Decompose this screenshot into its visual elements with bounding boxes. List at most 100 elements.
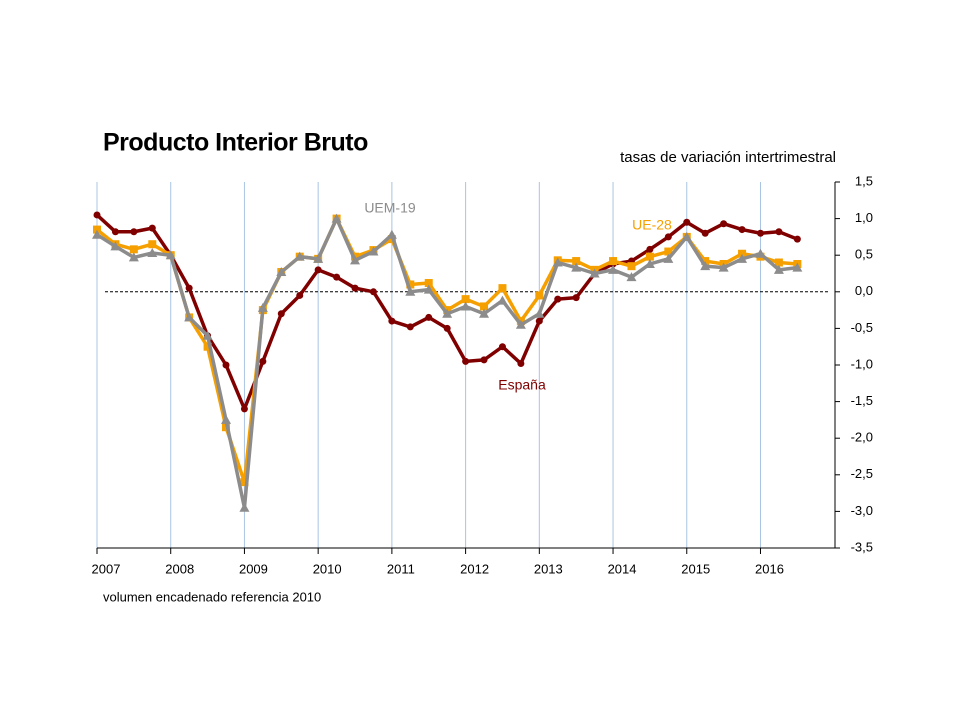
chart-note: volumen encadenado referencia 2010	[103, 589, 321, 604]
point	[756, 229, 764, 237]
point	[755, 248, 766, 258]
point	[609, 257, 618, 266]
point	[368, 246, 379, 256]
y-tick-label: -1,0	[851, 356, 873, 371]
point	[351, 284, 359, 292]
x-tick-label: 2015	[681, 561, 710, 576]
point	[497, 295, 508, 305]
point	[534, 308, 545, 318]
point	[331, 213, 342, 223]
point	[701, 229, 709, 237]
point	[240, 478, 249, 487]
point	[627, 262, 636, 271]
point	[92, 229, 102, 239]
point	[386, 229, 397, 239]
x-tick-label: 2011	[387, 561, 415, 576]
point	[479, 308, 490, 318]
point	[111, 228, 119, 236]
point	[165, 250, 176, 260]
x-tick-label: 2013	[534, 561, 563, 576]
point	[554, 295, 562, 303]
point	[276, 267, 287, 277]
y-tick-label: 0,5	[855, 247, 873, 262]
point	[369, 288, 377, 296]
point	[701, 257, 710, 266]
point	[773, 264, 784, 274]
x-tick-label: 2014	[608, 561, 637, 576]
point	[202, 330, 213, 340]
point	[480, 302, 489, 311]
y-tick-label: -3,5	[851, 539, 873, 554]
point	[700, 261, 711, 271]
point	[738, 249, 747, 258]
point	[110, 241, 121, 251]
point	[406, 280, 415, 289]
point	[425, 313, 433, 321]
x-tick-label: 2012	[460, 561, 489, 576]
y-tick-label: -3,0	[851, 503, 873, 518]
chart-title: Producto Interior Bruto	[103, 129, 368, 157]
point	[93, 225, 101, 234]
point	[664, 233, 672, 241]
y-tick-label: -2,0	[851, 430, 873, 445]
point	[424, 279, 433, 288]
point	[185, 284, 193, 292]
point	[257, 302, 268, 312]
point	[571, 262, 582, 272]
point	[314, 266, 322, 274]
point	[626, 272, 637, 282]
point	[644, 258, 655, 268]
point	[645, 252, 654, 261]
point	[664, 247, 673, 256]
point	[460, 301, 471, 311]
point	[720, 220, 728, 228]
point	[129, 245, 138, 254]
point	[792, 262, 803, 272]
series-line	[96, 216, 798, 510]
point	[296, 291, 304, 299]
point	[646, 245, 654, 253]
point	[240, 405, 248, 413]
point	[515, 319, 526, 329]
point	[718, 262, 729, 272]
x-tick-label: 2016	[755, 561, 784, 576]
x-tick-label: 2008	[165, 561, 194, 576]
y-tick-label: 0,0	[855, 283, 873, 298]
y-tick-label: 1,0	[855, 210, 873, 225]
chart-subtitle: tasas de variación intertrimestral	[620, 149, 836, 166]
y-tick-label: -2,5	[851, 466, 873, 481]
point	[552, 257, 563, 267]
series-label: UE-28	[632, 217, 672, 233]
series-label: UEM-19	[364, 200, 416, 216]
series-line	[95, 216, 798, 484]
point	[517, 360, 525, 368]
point	[793, 235, 801, 243]
point	[737, 253, 748, 263]
point	[442, 308, 453, 318]
point	[572, 257, 581, 266]
point	[259, 357, 267, 365]
point	[405, 286, 416, 296]
point	[239, 502, 250, 512]
point	[184, 312, 195, 322]
point	[294, 251, 305, 261]
point	[738, 226, 746, 234]
point	[148, 240, 157, 249]
point	[683, 218, 691, 226]
point	[221, 414, 232, 424]
point	[681, 231, 692, 241]
point	[147, 248, 158, 258]
point	[498, 343, 506, 351]
point	[663, 253, 674, 263]
point	[93, 211, 101, 219]
point	[608, 264, 619, 274]
point	[350, 255, 361, 265]
point	[774, 258, 783, 267]
point	[462, 357, 470, 365]
point	[535, 291, 544, 300]
point	[498, 284, 507, 293]
point	[313, 253, 324, 263]
point	[775, 228, 783, 236]
point	[535, 317, 543, 325]
